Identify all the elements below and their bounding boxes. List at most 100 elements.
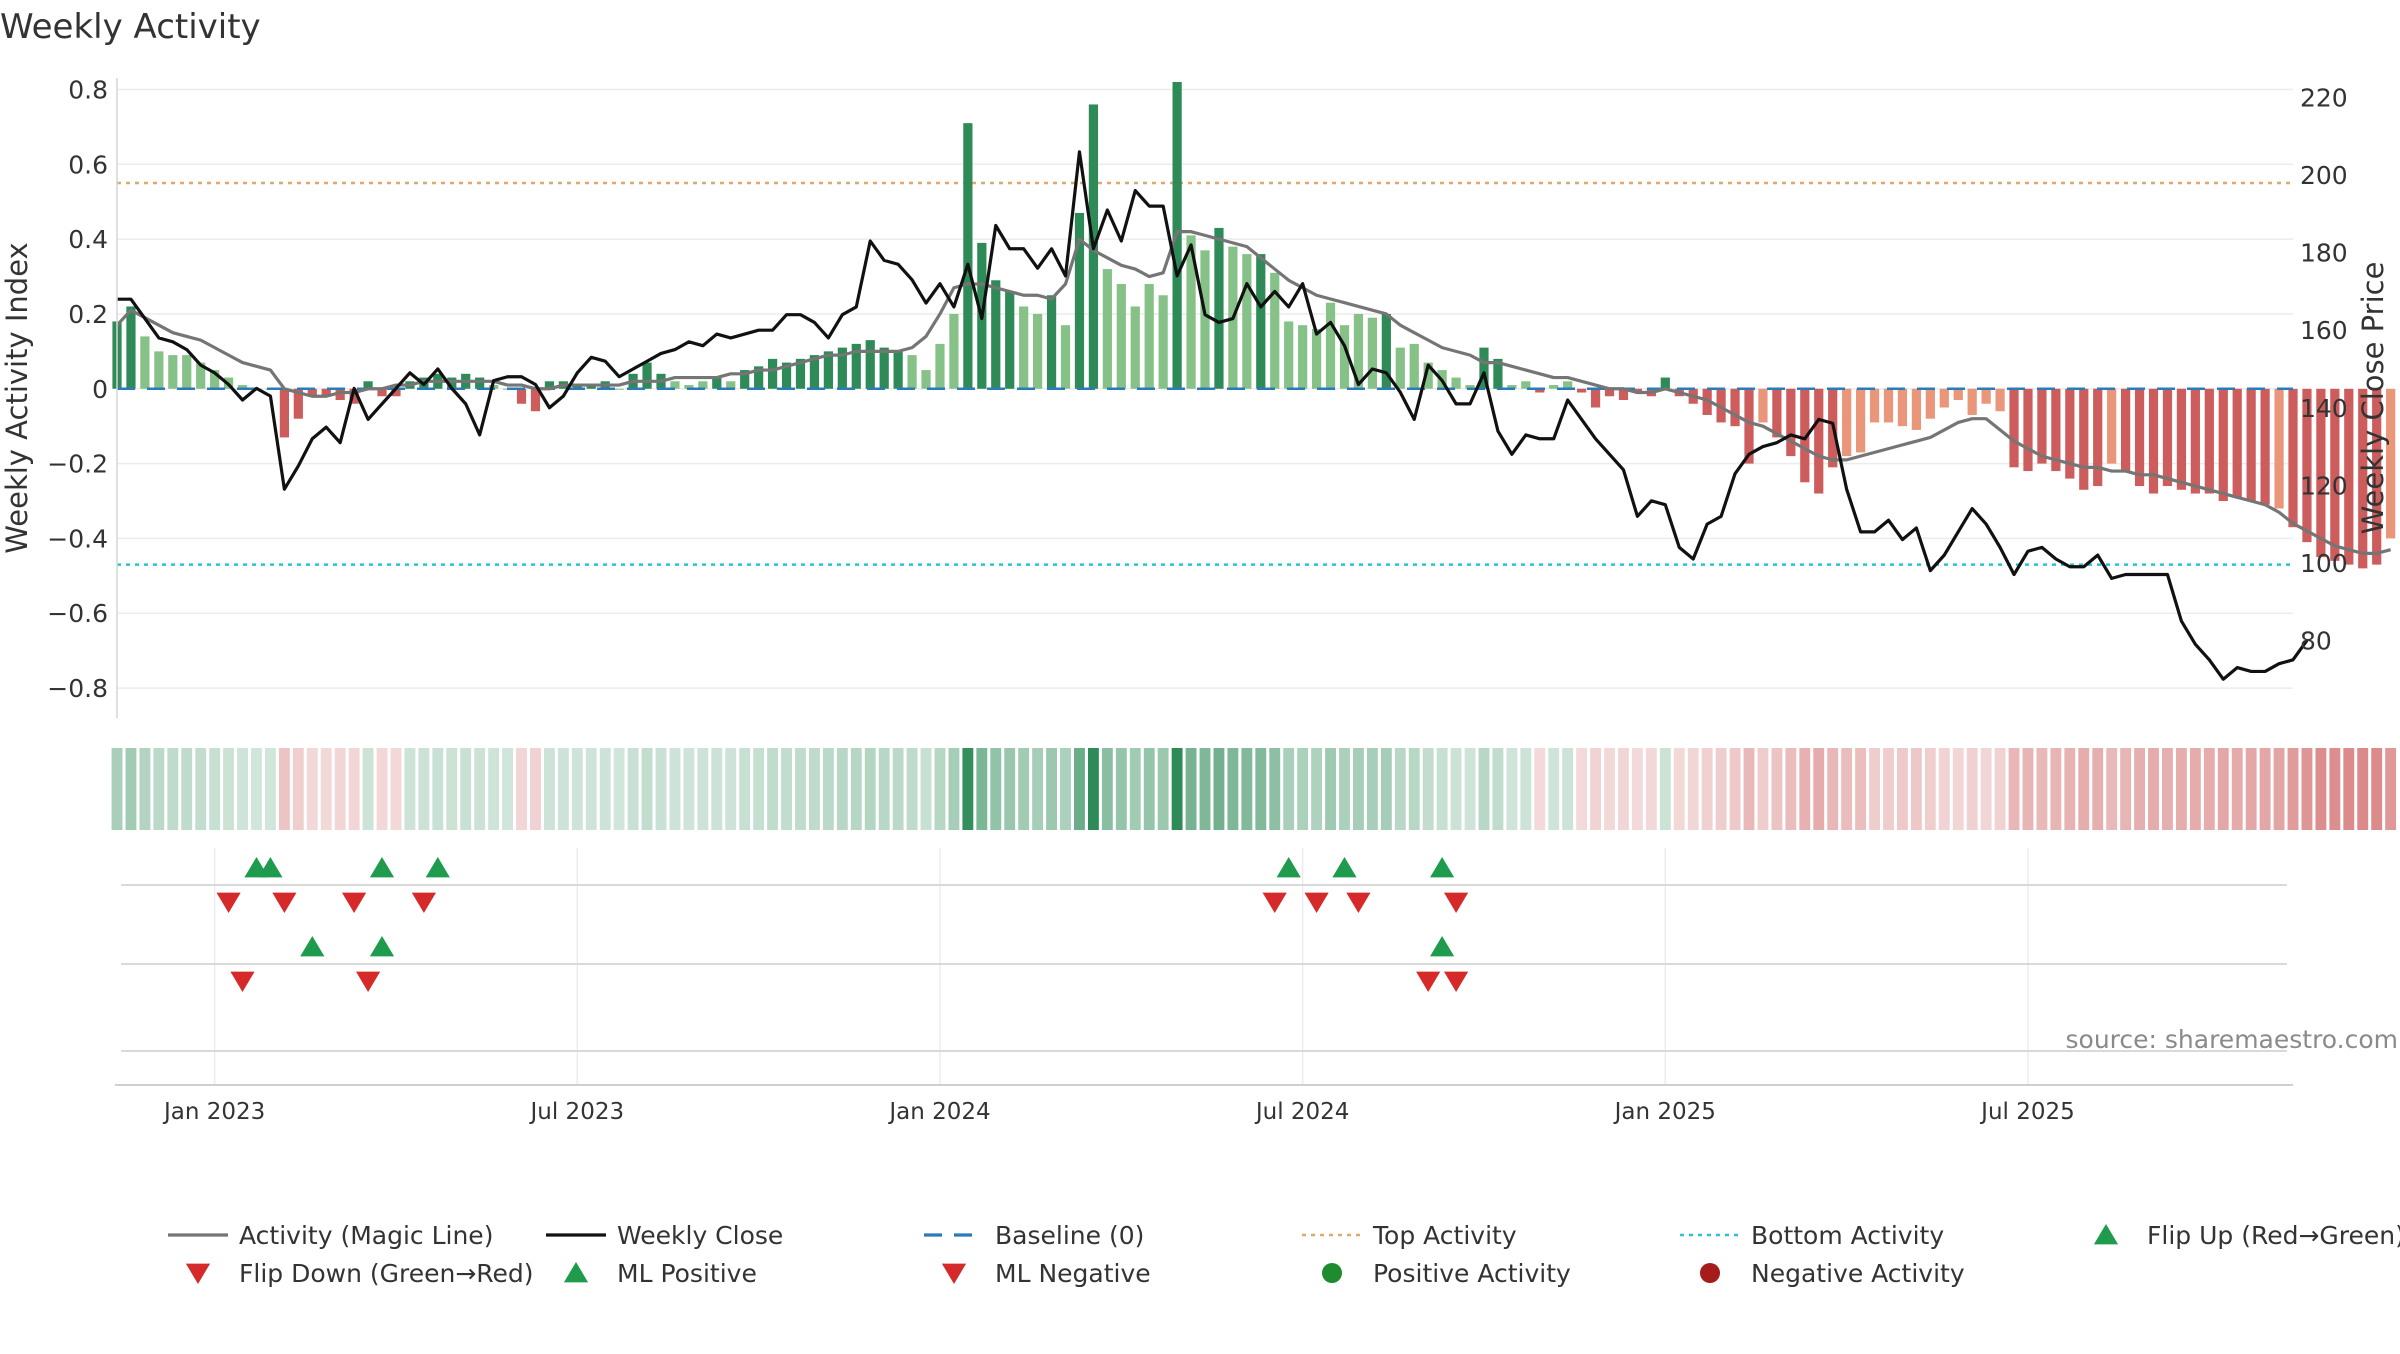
activity-bar xyxy=(1535,388,1545,393)
activity-band-cell xyxy=(1464,748,1476,830)
activity-bar xyxy=(2065,388,2075,479)
activity-band-cell xyxy=(2120,748,2132,830)
activity-band-cell xyxy=(627,748,639,830)
activity-bar xyxy=(2358,388,2368,569)
legend-label: Baseline (0) xyxy=(995,1221,1144,1250)
activity-band-cell xyxy=(1743,748,1755,830)
activity-band-cell xyxy=(739,748,751,830)
activity-bar xyxy=(1883,388,1894,423)
activity-band-cell xyxy=(809,748,820,830)
activity-bar xyxy=(1298,325,1308,389)
activity-band-cell xyxy=(613,748,625,830)
activity-band-cell xyxy=(1450,748,1462,830)
activity-bar xyxy=(237,385,248,389)
x-tick-label: Jan 2025 xyxy=(1613,1099,1716,1125)
activity-band-cell xyxy=(530,748,541,830)
activity-bar xyxy=(1577,388,1587,393)
y-left-tick-label: 0.6 xyxy=(68,150,108,179)
activity-band-cell xyxy=(1032,748,1044,830)
activity-band-cell xyxy=(2148,748,2159,830)
activity-bar xyxy=(935,343,945,389)
activity-band-cell xyxy=(474,748,486,830)
activity-band-cell xyxy=(906,748,918,830)
activity-band-cell xyxy=(655,748,667,830)
activity-bar xyxy=(1660,377,1670,389)
activity-band-cell xyxy=(2287,748,2299,830)
activity-band-cell xyxy=(1771,748,1783,830)
activity-band-cell xyxy=(1283,748,1295,830)
activity-bar xyxy=(1911,388,1921,430)
legend-label: ML Positive xyxy=(617,1259,757,1288)
activity-bar xyxy=(1967,388,1977,415)
activity-band-cell xyxy=(265,748,276,830)
activity-bar xyxy=(307,388,317,397)
activity-band-cell xyxy=(1883,748,1894,830)
activity-band-cell xyxy=(125,748,137,830)
activity-bars xyxy=(112,82,2396,569)
activity-band-cell xyxy=(1715,748,1727,830)
y-axis-right-label: Weekly Close Price xyxy=(2356,262,2390,535)
legend-label: Bottom Activity xyxy=(1751,1221,1944,1250)
activity-band-cell xyxy=(362,748,374,830)
legend-label: Activity (Magic Line) xyxy=(239,1221,493,1250)
activity-band-cell xyxy=(1227,748,1239,830)
activity-bar xyxy=(1395,347,1405,389)
activity-bar xyxy=(516,388,527,404)
activity-band-cell xyxy=(1590,748,1601,830)
activity-bar xyxy=(907,355,917,389)
activity-band-cell xyxy=(641,748,653,830)
activity-band-cell xyxy=(1115,748,1127,830)
activity-band-cell xyxy=(850,748,862,830)
activity-band-cell xyxy=(1520,748,1532,830)
activity-band-cell xyxy=(1687,748,1699,830)
activity-bar xyxy=(1995,388,2005,412)
ml-negative-marker xyxy=(1416,971,1441,992)
axes: 0.8 0.6 0.4 0.2 0 −0.2 −0.4 −0.6 −0.8 220 200 180 16… xyxy=(47,75,2348,718)
activity-bar xyxy=(2274,388,2284,509)
activity-bar xyxy=(712,377,722,389)
activity-bar xyxy=(1060,325,1071,389)
activity-band-cell xyxy=(1408,748,1420,830)
activity-bar xyxy=(1814,388,1824,494)
activity-bar xyxy=(2260,388,2270,505)
activity-bar xyxy=(168,355,178,389)
legend-swatch xyxy=(563,1262,589,1283)
activity-band-cell xyxy=(697,748,709,830)
activity-band-cell xyxy=(1841,748,1853,830)
y-axis-left-label: Weekly Activity Index xyxy=(0,242,34,553)
activity-bar xyxy=(182,355,192,389)
flip-up-marker xyxy=(1276,857,1301,878)
activity-bar xyxy=(2190,388,2200,494)
activity-bar xyxy=(2093,388,2103,487)
activity-bar xyxy=(1423,362,1433,389)
activity-bar xyxy=(1521,381,1531,389)
flip-down-marker xyxy=(1262,892,1287,913)
flip-up-marker xyxy=(425,857,450,878)
legend-label: Positive Activity xyxy=(1373,1259,1571,1288)
activity-band-cell xyxy=(711,748,723,830)
activity-band-cell xyxy=(1269,748,1281,830)
activity-bar xyxy=(2330,388,2340,561)
activity-band-cell xyxy=(153,748,165,830)
activity-band-cell xyxy=(446,748,458,830)
activity-band-cell xyxy=(1645,748,1657,830)
activity-band-cell xyxy=(962,748,974,830)
activity-bar xyxy=(1158,295,1168,389)
flip-down-marker xyxy=(411,892,436,913)
flip-up-marker xyxy=(1332,857,1357,878)
chart-title: Weekly Activity xyxy=(0,7,261,47)
activity-band-cell xyxy=(516,748,527,830)
flip-down-marker xyxy=(342,892,367,913)
activity-band-cell xyxy=(585,748,597,830)
activity-bar xyxy=(1632,388,1643,393)
activity-band-cell xyxy=(1339,748,1350,830)
activity-band-cell xyxy=(209,748,221,830)
activity-bar xyxy=(754,366,764,389)
activity-bar xyxy=(949,313,959,389)
activity-bar xyxy=(1842,388,1852,457)
activity-bar xyxy=(2079,388,2089,490)
activity-band-cell xyxy=(1506,748,1518,830)
activity-band-cell xyxy=(2092,748,2104,830)
activity-bar xyxy=(126,306,136,389)
